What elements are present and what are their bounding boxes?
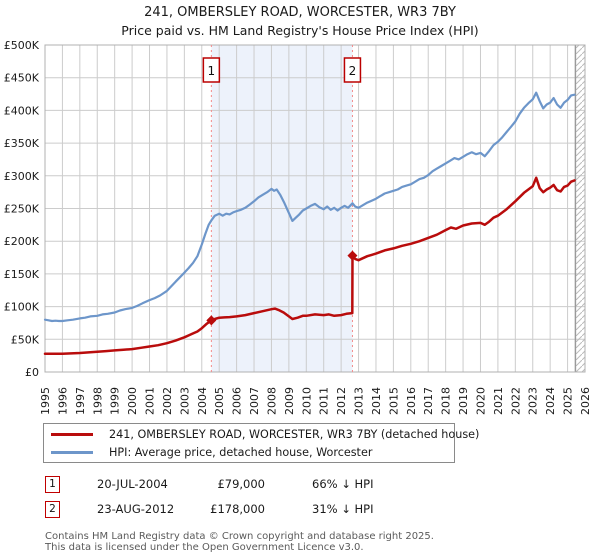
price-paid-line	[43, 176, 576, 355]
sale-1-marker	[206, 315, 217, 326]
y-tick-label: £400K	[4, 104, 40, 117]
sale-1-box-label: 1	[208, 64, 216, 78]
footer-line-2: This data is licensed under the Open Gov…	[45, 542, 364, 553]
x-tick-label: 2025	[562, 387, 575, 415]
sale-annotation-row-1: 1 20-JUL-2004 £79,000 66% ↓ HPI	[45, 476, 465, 493]
legend-label: 241, OMBERSLEY ROAD, WORCESTER, WR3 7BY …	[109, 427, 480, 441]
y-tick-label: £100K	[4, 301, 40, 314]
copyright-footer: Contains HM Land Registry data © Crown c…	[45, 531, 434, 553]
y-tick-label: £300K	[4, 170, 40, 183]
y-tick-label: £350K	[4, 137, 40, 150]
sale-price: £178,000	[210, 502, 265, 516]
x-tick-label: 2012	[335, 387, 348, 415]
sale-price: £79,000	[217, 477, 265, 491]
price-hpi-chart: 1 2 £0 £50K £100K £150K £200K £250K £300K £350K £4…	[4, 39, 592, 415]
x-tick-label: 2002	[161, 387, 174, 415]
sale-vs-hpi: 66% ↓ HPI	[312, 477, 374, 491]
x-tick-label: 2020	[474, 387, 487, 415]
y-tick-label: £200K	[4, 235, 40, 248]
x-tick-label: 2009	[283, 387, 296, 415]
sale-2-box	[343, 57, 362, 83]
future-hatch-region	[575, 45, 585, 372]
x-tick-label: 2001	[144, 387, 157, 415]
x-tick-label: 1998	[91, 387, 104, 415]
page-title: 241, OMBERSLEY ROAD, WORCESTER, WR3 7BY	[144, 5, 456, 20]
x-tick-label: 2019	[457, 387, 470, 415]
page-subtitle: Price paid vs. HM Land Registry's House …	[121, 23, 479, 38]
legend-label: HPI: Average price, detached house, Worc…	[109, 445, 373, 459]
plot-border	[44, 44, 586, 373]
sale-2-box-label: 2	[349, 64, 357, 78]
x-tick-label: 2003	[178, 387, 191, 415]
x-tick-label: 2018	[440, 387, 453, 415]
sale-2-marker	[347, 250, 358, 261]
x-tick-label: 2010	[300, 387, 313, 415]
sale-annotation-row-2: 2 23-AUG-2012 £178,000 31% ↓ HPI	[45, 501, 465, 518]
x-tick-label: 1996	[56, 387, 69, 415]
y-tick-label: £450K	[4, 72, 40, 85]
hpi-line-swatch	[51, 450, 93, 454]
x-tick-label: 2023	[527, 387, 540, 415]
chart-legend: 241, OMBERSLEY ROAD, WORCESTER, WR3 7BY …	[43, 423, 479, 463]
x-tick-label: 2026	[579, 387, 592, 415]
sale-1-box	[202, 57, 221, 83]
x-tick-label: 2006	[231, 387, 244, 415]
x-tick-label: 2016	[405, 387, 418, 415]
y-tick-label: £0	[25, 366, 39, 379]
footer-line-1: Contains HM Land Registry data © Crown c…	[45, 531, 434, 542]
sale-date: 23-AUG-2012	[97, 502, 175, 516]
hpi-line	[43, 91, 576, 323]
sale-number-badge: 1	[45, 476, 60, 493]
sale-date: 20-JUL-2004	[97, 477, 168, 491]
legend-item-price-paid: 241, OMBERSLEY ROAD, WORCESTER, WR3 7BY …	[51, 425, 479, 443]
x-tick-label: 2013	[353, 387, 366, 415]
x-tick-label: 2017	[422, 387, 435, 415]
x-tick-label: 2004	[196, 387, 209, 415]
x-tick-label: 1997	[74, 387, 87, 415]
x-tick-label: 2015	[387, 387, 400, 415]
legend-item-hpi: HPI: Average price, detached house, Worc…	[51, 443, 454, 461]
x-tick-label: 1999	[109, 387, 122, 415]
x-tick-label: 2021	[492, 387, 505, 415]
sale-vs-hpi: 31% ↓ HPI	[312, 502, 374, 516]
y-tick-label: £50K	[11, 333, 40, 346]
price-line-swatch	[51, 432, 93, 436]
x-tick-label: 2007	[248, 387, 261, 415]
x-tick-label: 2014	[370, 387, 383, 415]
y-tick-label: £500K	[4, 39, 40, 52]
x-tick-label: 1995	[39, 387, 52, 415]
x-tick-label: 2022	[509, 387, 522, 415]
y-tick-label: £150K	[4, 268, 40, 281]
y-tick-label: £250K	[4, 203, 40, 216]
x-tick-label: 2000	[126, 387, 139, 415]
x-tick-label: 2024	[544, 387, 557, 415]
x-tick-label: 2008	[265, 387, 278, 415]
x-tick-label: 2011	[318, 387, 331, 415]
x-tick-label: 2005	[213, 387, 226, 415]
sale-number-badge: 2	[45, 501, 60, 518]
